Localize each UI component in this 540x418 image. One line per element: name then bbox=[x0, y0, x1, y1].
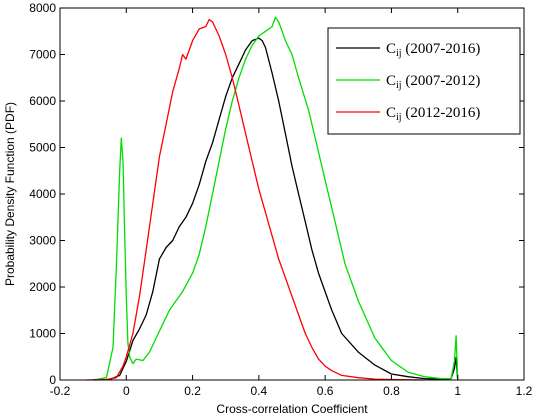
series-lines bbox=[86, 16, 459, 381]
legend-label-subscript: ij bbox=[396, 48, 402, 59]
x-tick-label: 1.2 bbox=[516, 384, 533, 398]
legend-label-main: C bbox=[386, 41, 396, 57]
y-tick-label: 3000 bbox=[29, 234, 56, 248]
legend-label-main: C bbox=[386, 73, 396, 89]
x-tick-label: 0 bbox=[123, 384, 130, 398]
series-line-1 bbox=[93, 37, 459, 381]
y-axis-label: Probability Density Function (PDF) bbox=[3, 102, 17, 286]
legend-label-2: Cij (2007-2012) bbox=[386, 73, 480, 91]
legend-label-1: Cij (2007-2016) bbox=[386, 41, 480, 59]
y-tick-label: 0 bbox=[49, 373, 56, 387]
y-tick-label: 4000 bbox=[29, 187, 56, 201]
y-tick-label: 1000 bbox=[29, 327, 56, 341]
legend-label-subscript: ij bbox=[396, 112, 402, 123]
y-tick-label: 5000 bbox=[29, 141, 56, 155]
legend-box bbox=[327, 27, 521, 135]
legend-label-subscript: ij bbox=[396, 80, 402, 91]
y-tick-label: 7000 bbox=[29, 48, 56, 62]
x-tick-label: 0.4 bbox=[251, 384, 268, 398]
x-tick-label: 0.8 bbox=[383, 384, 400, 398]
x-tick-label: 0.6 bbox=[317, 384, 334, 398]
legend-label-period: (2007-2016) bbox=[402, 41, 481, 57]
legend-label-period: (2012-2016) bbox=[402, 105, 481, 121]
x-tick-label: -0.2 bbox=[50, 384, 71, 398]
legend-label-main: C bbox=[386, 105, 396, 121]
series-line-3 bbox=[86, 18, 425, 381]
legend-label-period: (2007-2012) bbox=[402, 73, 481, 89]
y-tick-label: 6000 bbox=[29, 94, 56, 108]
x-tick-label: 0.2 bbox=[184, 384, 201, 398]
x-axis-label: Cross-correlation Coefficient bbox=[216, 402, 368, 416]
y-tick-label: 2000 bbox=[29, 280, 56, 294]
y-tick-label: 8000 bbox=[29, 1, 56, 15]
x-axis: -0.2 0 0.2 0.4 0.6 0.8 1 1.2 bbox=[50, 8, 533, 398]
y-axis: 0 1000 2000 3000 4000 5000 6000 7000 8000 bbox=[29, 1, 524, 387]
legend-label-3: Cij (2012-2016) bbox=[386, 105, 480, 123]
x-tick-label: 1 bbox=[454, 384, 461, 398]
legend: Cij (2007-2016)Cij (2007-2012)Cij (2012-… bbox=[327, 27, 521, 135]
